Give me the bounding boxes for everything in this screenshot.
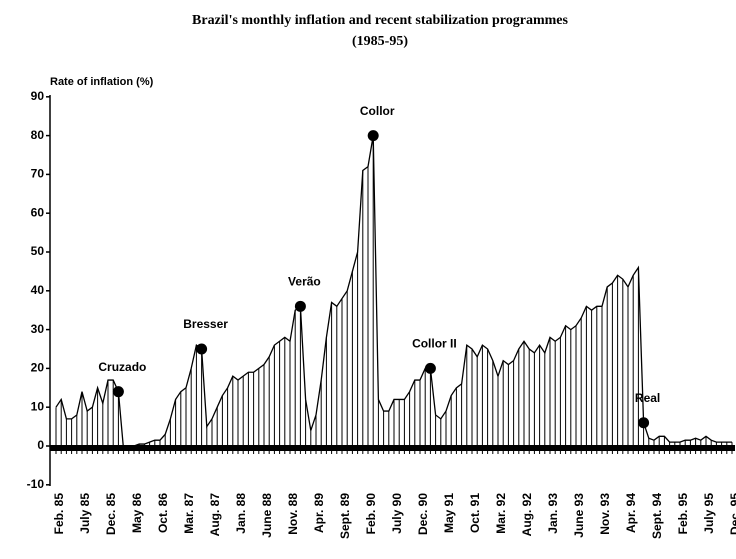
y-tick-label: 40 — [31, 283, 45, 297]
x-tick-label: Nov. 93 — [598, 493, 612, 535]
x-tick-label: Sept. 89 — [338, 493, 352, 539]
x-tick-label: Nov. 88 — [286, 493, 300, 535]
x-tick-label: Feb. 95 — [676, 493, 690, 535]
x-tick-label: July 95 — [702, 493, 716, 534]
x-tick-label: Feb. 90 — [364, 493, 378, 535]
x-axis-band — [50, 445, 735, 451]
x-tick-label: Feb. 85 — [52, 493, 66, 535]
programme-label: Real — [635, 391, 660, 405]
y-tick-label: 80 — [31, 128, 45, 142]
y-tick-label: 30 — [31, 322, 45, 336]
y-tick-label: 20 — [31, 361, 45, 375]
x-tick-label: Mar. 92 — [494, 493, 508, 534]
inflation-line — [55, 135, 732, 452]
programme-label: Collor II — [412, 337, 457, 351]
x-tick-label: Oct. 86 — [156, 493, 170, 533]
x-tick-label: Sept. 94 — [650, 493, 664, 539]
programme-marker — [294, 300, 306, 312]
x-tick-label: May 86 — [130, 493, 144, 533]
programme-marker — [367, 130, 379, 142]
chart-subtitle: (1985-95) — [352, 34, 408, 49]
y-tick-label: -10 — [27, 477, 45, 491]
programme-label: Bresser — [183, 317, 228, 331]
x-tick-label: Dec. 90 — [416, 493, 430, 535]
x-tick-label: Apr. 89 — [312, 493, 326, 533]
y-axis-label: Rate of inflation (%) — [50, 76, 154, 88]
programme-marker — [638, 417, 650, 429]
programme-marker — [424, 362, 436, 374]
y-tick-label: 50 — [31, 244, 45, 258]
x-tick-label: Mar. 87 — [182, 493, 196, 534]
x-tick-label: June 93 — [572, 493, 586, 538]
y-tick-label: 70 — [31, 167, 45, 181]
programme-marker — [112, 386, 124, 398]
x-tick-label: Aug. 92 — [520, 493, 534, 537]
y-tick-label: 60 — [31, 205, 45, 219]
x-tick-label: Oct. 91 — [468, 493, 482, 533]
x-tick-label: Aug. 87 — [208, 493, 222, 537]
programme-label: Verão — [288, 274, 321, 288]
x-tick-label: Apr. 94 — [624, 493, 638, 533]
chart-title: Brazil's monthly inflation and recent st… — [192, 13, 568, 28]
y-tick-label: 90 — [31, 89, 45, 103]
programme-label: Collor — [360, 104, 395, 118]
x-tick-label: July 90 — [390, 493, 404, 534]
x-tick-label: Dec. 85 — [104, 493, 118, 535]
x-tick-label: Dec. 95 — [728, 493, 736, 535]
x-tick-label: Jan. 88 — [234, 493, 248, 534]
programme-marker — [196, 343, 208, 355]
x-tick-label: June 88 — [260, 493, 274, 538]
y-tick-label: 0 — [37, 438, 44, 452]
y-tick-label: 10 — [31, 399, 45, 413]
x-tick-label: Jan. 93 — [546, 493, 560, 534]
programme-label: Cruzado — [98, 360, 146, 374]
x-tick-label: May 91 — [442, 493, 456, 533]
x-tick-label: July 85 — [78, 493, 92, 534]
